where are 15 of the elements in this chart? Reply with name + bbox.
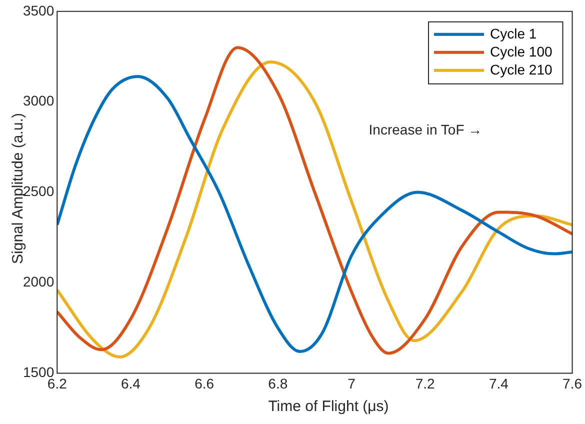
y-tick-label: 3000 xyxy=(22,92,54,109)
legend-label: Cycle 1 xyxy=(490,25,537,42)
x-tick-label: 7 xyxy=(348,375,356,392)
legend-label: Cycle 210 xyxy=(490,61,552,78)
x-tick-label: 7.2 xyxy=(415,375,436,392)
legend-label: Cycle 100 xyxy=(490,43,552,60)
y-tick-label: 3500 xyxy=(22,2,54,18)
x-tick-label: 7.4 xyxy=(488,375,509,392)
x-tick-label: 6.6 xyxy=(194,375,214,392)
y-tick-label: 2000 xyxy=(22,274,54,290)
x-axis-title: Time of Flight (μs) xyxy=(267,398,390,415)
x-tick-label: 7.6 xyxy=(562,375,582,392)
x-tick-label: 6.8 xyxy=(268,375,288,392)
x-tick-label: 6.4 xyxy=(121,375,141,392)
annotation: Increase in ToF → xyxy=(368,122,482,138)
